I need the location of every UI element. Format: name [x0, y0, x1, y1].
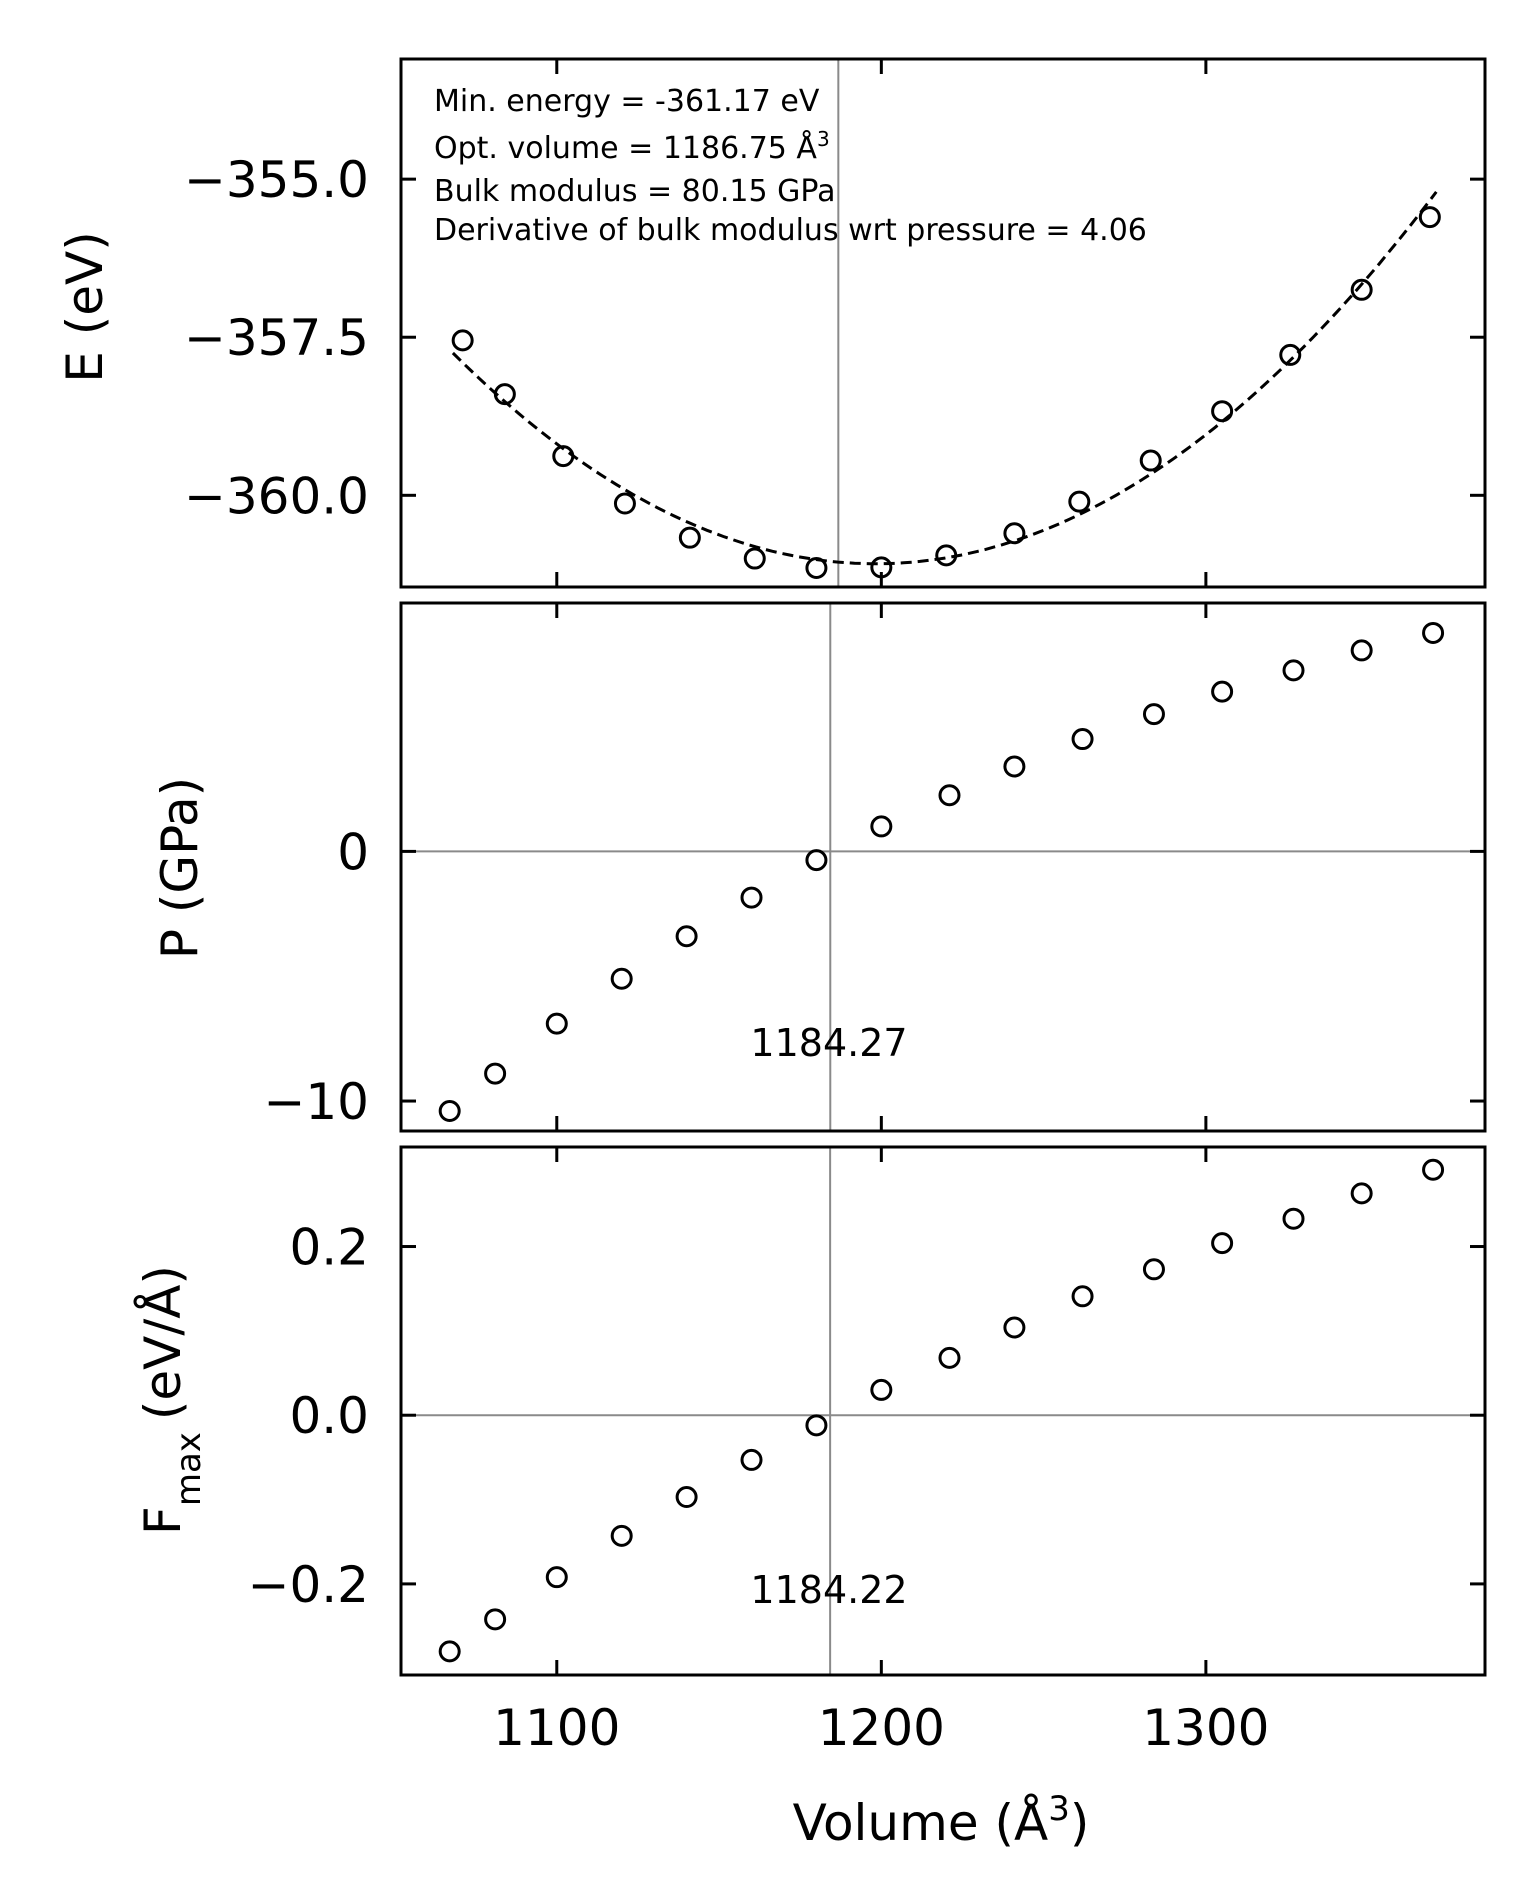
energy-data-point	[935, 544, 958, 567]
pressure-data-point	[805, 849, 828, 872]
force-frame	[399, 1145, 1487, 1677]
energy-ytick-label: −357.5	[184, 309, 369, 367]
pressure-data-point	[675, 925, 698, 948]
pressure-data-point	[1422, 621, 1445, 644]
force-data-point	[1211, 1232, 1234, 1255]
energy-data-point	[613, 492, 636, 515]
force-ytick-label: −0.2	[248, 1556, 369, 1614]
energy-data-point	[1139, 449, 1162, 472]
pressure-data-point	[545, 1012, 568, 1035]
pressure-data-point	[1071, 728, 1094, 751]
energy-fit-line	[451, 190, 1438, 566]
force-ytick-label: 0.2	[289, 1219, 369, 1277]
force-data-point	[675, 1486, 698, 1509]
force-ylabel: Fmax(eV/Å)	[134, 1265, 209, 1535]
energy-ytick-label: −360.0	[184, 467, 369, 525]
pressure-ylabel: P (GPa)	[151, 777, 209, 959]
energy-data-point	[1068, 490, 1091, 513]
pressure-data-point	[938, 784, 961, 807]
force-data-point	[1003, 1316, 1026, 1339]
energy-data-point	[451, 329, 474, 352]
energy-ytick-label: −355.0	[184, 151, 369, 209]
pressure-data-point	[1211, 680, 1234, 703]
energy-data-point	[1350, 278, 1373, 301]
energy-data-point	[1279, 343, 1302, 366]
force-data-point	[938, 1346, 961, 1369]
force-xtick-label: 1300	[1142, 1699, 1269, 1757]
energy-data-point	[493, 383, 516, 406]
pressure-data-point	[1142, 703, 1165, 726]
energy-data-point	[1418, 206, 1441, 229]
annotation-opt-volume: Opt. volume = 1186.75 Å3	[434, 127, 830, 166]
energy-data-point	[743, 547, 766, 570]
pressure-data-point	[1282, 659, 1305, 682]
force-data-point	[1142, 1258, 1165, 1281]
annotation-bulk-modulus: Bulk modulus = 80.15 GPa	[434, 174, 835, 209]
pressure-data-point	[870, 815, 893, 838]
force-data-point	[740, 1448, 763, 1471]
pressure-data-point	[438, 1100, 461, 1123]
force-data-point	[1422, 1158, 1445, 1181]
force-data-point	[1350, 1182, 1373, 1205]
force-data-point	[1071, 1285, 1094, 1308]
energy-data-point	[1211, 400, 1234, 423]
force-data-point	[870, 1378, 893, 1401]
force-data-point	[1282, 1207, 1305, 1230]
annotation-bulk-modulus-derivative: Derivative of bulk modulus wrt pressure …	[434, 213, 1147, 248]
energy-frame	[399, 57, 1487, 589]
energy-data-point	[805, 557, 828, 580]
energy-panel: −355.0 −357.5 −360.0 Min. energy = -361.17…	[56, 57, 1487, 589]
force-vline-label: 1184.22	[750, 1568, 907, 1612]
energy-ylabel: E (eV)	[56, 231, 114, 382]
force-panel: 0.2 0.0 −0.2 1100 1200 1300 1184.22 Fmax(eV/Å…	[134, 1145, 1487, 1852]
pressure-data-point	[740, 886, 763, 909]
force-xtick-label: 1100	[493, 1699, 620, 1757]
force-data-point	[438, 1640, 461, 1663]
annotation-min-energy: Min. energy = -361.17 eV	[434, 84, 820, 119]
force-ytick-label: 0.0	[289, 1387, 369, 1445]
force-data-point	[484, 1608, 507, 1631]
energy-data-point	[552, 445, 575, 468]
force-data-point	[545, 1566, 568, 1589]
pressure-ytick-label: −10	[263, 1073, 369, 1131]
pressure-panel: 0 −10 1184.27 P (GPa)	[151, 601, 1487, 1133]
energy-data-point	[1003, 522, 1026, 545]
pressure-frame	[399, 601, 1487, 1133]
pressure-ytick-label: 0	[337, 823, 369, 881]
pressure-data-point	[1350, 639, 1373, 662]
energy-data-point	[678, 526, 701, 549]
force-data-point	[805, 1414, 828, 1437]
pressure-data-point	[610, 967, 633, 990]
pressure-vline-label: 1184.27	[750, 1021, 907, 1065]
volume-xlabel: Volume (Å3)	[793, 1789, 1090, 1852]
force-data-point	[610, 1524, 633, 1547]
pressure-data-point	[1003, 755, 1026, 778]
pressure-data-point	[484, 1062, 507, 1085]
force-xtick-label: 1200	[818, 1699, 945, 1757]
